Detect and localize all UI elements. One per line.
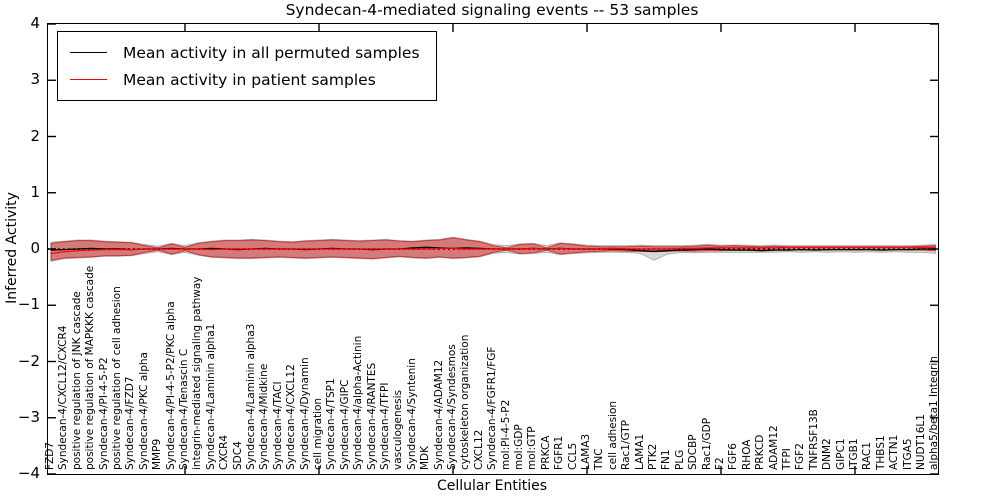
y-tick-label: 4 xyxy=(30,14,40,32)
y-tick-label: −1 xyxy=(17,295,40,314)
y-tick-label: 1 xyxy=(30,182,40,201)
y-tick-label: 0 xyxy=(30,239,40,257)
y-tick-label: 3 xyxy=(30,70,40,89)
legend-item-patient: Mean activity in patient samples xyxy=(70,66,420,93)
legend: Mean activity in all permuted samples Me… xyxy=(57,31,437,101)
chart-title: Syndecan-4-mediated signaling events -- … xyxy=(285,1,699,19)
permuted-line-swatch xyxy=(70,52,107,53)
plot-canvas xyxy=(48,24,938,474)
y-tick-label: −2 xyxy=(17,351,40,370)
legend-item-permuted: Mean activity in all permuted samples xyxy=(70,39,420,66)
legend-label-patient: Mean activity in patient samples xyxy=(123,70,376,89)
plot-area xyxy=(47,23,939,475)
y-tick-label: −4 xyxy=(17,464,40,482)
x-axis-label: Cellular Entities xyxy=(436,478,548,494)
patient-mean-line xyxy=(50,246,936,255)
patient-line-swatch xyxy=(70,79,107,80)
legend-label-permuted: Mean activity in all permuted samples xyxy=(123,43,420,62)
y-tick-label: 2 xyxy=(30,126,40,145)
y-tick-label: −3 xyxy=(17,407,40,426)
